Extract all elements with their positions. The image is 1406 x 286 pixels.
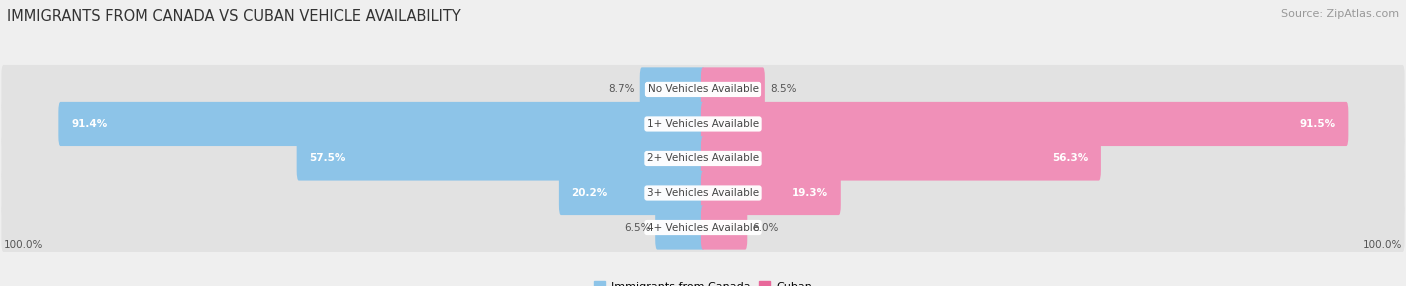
Text: 8.5%: 8.5%	[770, 84, 796, 94]
Text: Source: ZipAtlas.com: Source: ZipAtlas.com	[1281, 9, 1399, 19]
FancyBboxPatch shape	[58, 102, 704, 146]
FancyBboxPatch shape	[700, 102, 1348, 146]
FancyBboxPatch shape	[700, 67, 765, 112]
FancyBboxPatch shape	[1, 134, 1405, 183]
FancyBboxPatch shape	[700, 171, 841, 215]
Text: 1+ Vehicles Available: 1+ Vehicles Available	[647, 119, 759, 129]
Text: 100.0%: 100.0%	[3, 240, 44, 250]
Text: 20.2%: 20.2%	[571, 188, 607, 198]
FancyBboxPatch shape	[700, 136, 1101, 180]
Legend: Immigrants from Canada, Cuban: Immigrants from Canada, Cuban	[589, 277, 817, 286]
Text: 57.5%: 57.5%	[309, 154, 346, 164]
Text: 91.4%: 91.4%	[70, 119, 107, 129]
FancyBboxPatch shape	[560, 171, 706, 215]
FancyBboxPatch shape	[1, 203, 1405, 252]
Text: 19.3%: 19.3%	[792, 188, 828, 198]
FancyBboxPatch shape	[1, 100, 1405, 148]
Text: 56.3%: 56.3%	[1052, 154, 1088, 164]
FancyBboxPatch shape	[640, 67, 706, 112]
Text: 100.0%: 100.0%	[1362, 240, 1403, 250]
Text: 6.5%: 6.5%	[624, 223, 650, 233]
Text: 3+ Vehicles Available: 3+ Vehicles Available	[647, 188, 759, 198]
Text: 91.5%: 91.5%	[1299, 119, 1336, 129]
Text: 8.7%: 8.7%	[609, 84, 636, 94]
Text: No Vehicles Available: No Vehicles Available	[648, 84, 758, 94]
FancyBboxPatch shape	[1, 168, 1405, 218]
FancyBboxPatch shape	[297, 136, 706, 180]
Text: 4+ Vehicles Available: 4+ Vehicles Available	[647, 223, 759, 233]
FancyBboxPatch shape	[655, 205, 706, 250]
Text: 2+ Vehicles Available: 2+ Vehicles Available	[647, 154, 759, 164]
Text: 6.0%: 6.0%	[752, 223, 779, 233]
FancyBboxPatch shape	[1, 65, 1405, 114]
FancyBboxPatch shape	[700, 205, 748, 250]
Text: IMMIGRANTS FROM CANADA VS CUBAN VEHICLE AVAILABILITY: IMMIGRANTS FROM CANADA VS CUBAN VEHICLE …	[7, 9, 461, 23]
